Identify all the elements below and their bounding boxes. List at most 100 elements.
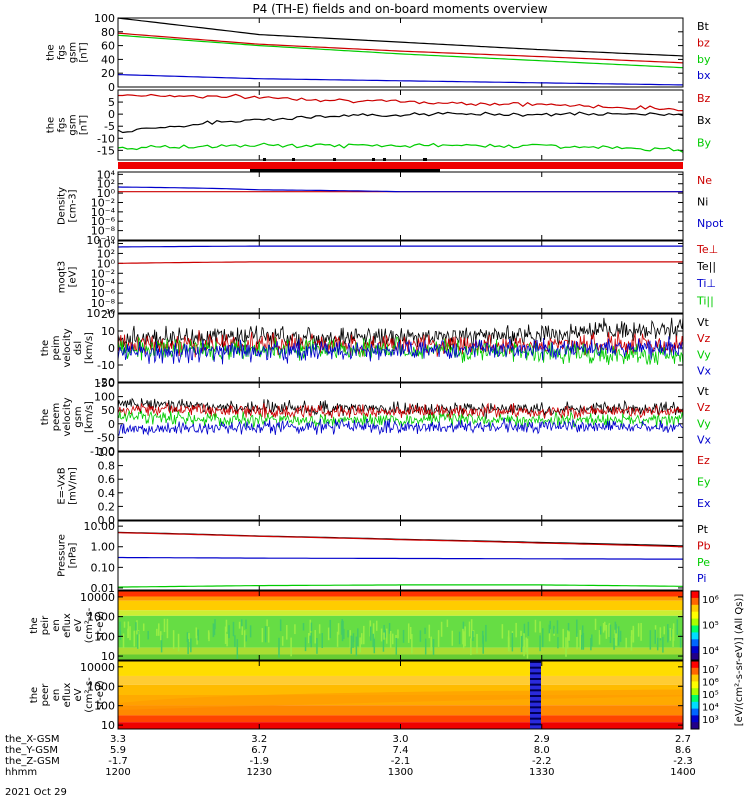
spectrogram-streak <box>137 630 139 649</box>
panel-frame <box>117 660 684 730</box>
spectrogram-streak <box>632 627 635 643</box>
legend-label: Ez <box>697 454 710 467</box>
y-tick-label: -10 <box>97 132 115 145</box>
y-tick-label: 10⁴ <box>97 237 116 250</box>
spectrogram-streak <box>212 623 215 638</box>
colorbar-swatch <box>691 701 699 710</box>
y-tick-label: 0.2 <box>98 500 116 513</box>
spectrogram-streak <box>386 628 388 644</box>
spectrogram-streak <box>127 628 129 639</box>
spectrogram-streak <box>158 623 160 636</box>
spectrogram-streak <box>619 630 622 642</box>
colorbar-swatch <box>691 632 699 640</box>
spectrogram-streak <box>424 627 426 634</box>
spectrogram-streak <box>549 620 551 630</box>
spectrogram-streak <box>226 633 228 647</box>
spectrogram-streak <box>224 626 227 644</box>
data-gap-stripe <box>530 717 541 720</box>
spectrogram-band <box>118 596 683 601</box>
y-axis-label-line: Pressure <box>57 534 68 577</box>
legend-label: by <box>697 53 711 66</box>
spectrogram-streak <box>485 624 487 642</box>
spectrogram-streak <box>142 623 145 631</box>
spectrogram-streak <box>188 633 190 642</box>
spectrogram-streak <box>520 635 523 653</box>
y-tick-label: 10000 <box>80 591 115 604</box>
spectrogram-streak <box>581 625 584 638</box>
series-Bz <box>118 93 684 112</box>
spectrogram-streak <box>349 630 352 648</box>
panel-frame <box>117 17 684 88</box>
spectrogram-streak <box>347 630 349 638</box>
y-axis-label-line: moqt3 <box>57 261 68 294</box>
spectrogram-streak <box>507 636 510 650</box>
legend-label: Vz <box>697 401 711 414</box>
spectrogram-streak <box>278 637 280 658</box>
data-gap-stripe <box>530 683 541 686</box>
y-axis-label: thepeirenefluxeV(cm²-s-sr-eV) <box>29 607 106 643</box>
legend-label: Pt <box>697 523 709 536</box>
spectrogram-streak <box>470 638 472 656</box>
x-tick-label: -2.1 <box>391 756 411 767</box>
y-tick-label: 1000 <box>87 611 115 624</box>
spectrogram-streak <box>341 621 343 635</box>
spectrogram-streak <box>605 624 608 639</box>
spectrogram-streak <box>138 634 140 650</box>
spectrogram-streak <box>156 628 158 636</box>
spectrogram-streak <box>310 632 312 648</box>
spectrogram-streak <box>476 633 478 654</box>
spectrogram-streak <box>662 636 664 653</box>
y-tick-label: 60 <box>101 40 115 53</box>
y-axis-label: thefgsgsm[nT] <box>46 42 90 63</box>
spectrogram-streak <box>604 621 606 631</box>
spectrogram-streak <box>163 618 166 633</box>
x-tick-label: 3.3 <box>110 734 126 745</box>
y-tick-label: -20 <box>97 376 115 389</box>
y-tick-label: 10⁻⁸ <box>91 297 116 310</box>
x-tick-label: 2.7 <box>675 734 691 745</box>
y-axis-label-line: the <box>40 340 51 356</box>
data-gap-stripe <box>530 666 541 669</box>
mode-bar-tick <box>263 158 266 161</box>
spectrogram-streak <box>343 628 345 640</box>
spectrogram-streak <box>337 623 340 635</box>
spectrogram-streak <box>281 636 284 646</box>
y-tick-label: 0.6 <box>98 473 116 486</box>
mode-bar-tick <box>423 158 427 161</box>
spectrogram-streak <box>341 632 344 642</box>
spectrogram-streak <box>458 631 461 645</box>
spectrogram-streak <box>380 628 383 642</box>
spectrogram-streak <box>225 619 228 632</box>
spectrogram-streak <box>562 628 564 649</box>
spectrogram-streak <box>663 626 666 635</box>
spectrogram-streak <box>160 635 163 653</box>
spectrogram-streak <box>539 621 541 633</box>
colorbar-swatch <box>691 625 699 633</box>
spectrogram-streak <box>307 633 310 644</box>
spectrogram-streak <box>534 619 537 633</box>
x-tick-label: 1300 <box>388 767 413 778</box>
y-tick-label: 150 <box>94 377 115 390</box>
spectrogram-streak <box>557 637 559 649</box>
colorbar-tick-label: 10⁵ <box>702 621 719 632</box>
y-axis-label: E=-VxB[mV/m] <box>57 467 79 505</box>
y-axis-label-line: fgs <box>57 117 68 132</box>
legend-label: Pb <box>697 539 711 552</box>
x-tick-label: 1230 <box>247 767 272 778</box>
spectrogram-streak <box>363 625 365 645</box>
colorbar-tick-label: 10⁴ <box>702 703 719 714</box>
colorbar-1: 10⁶ 10⁵ 10⁴ <box>690 590 719 661</box>
spectrogram-streak <box>599 626 602 635</box>
y-axis-label-line: velocity <box>62 397 73 436</box>
y-axis-label-line: peem <box>51 403 62 431</box>
spectrogram-streak <box>432 639 435 655</box>
spectrogram-streak <box>615 624 617 634</box>
colorbar-swatch <box>691 688 699 696</box>
spectrogram-streak <box>446 619 449 628</box>
spectrogram-streak <box>527 621 530 637</box>
y-axis-label-line: gsm <box>68 114 79 135</box>
y-tick-label: 10⁻² <box>91 267 115 280</box>
spectrogram-streak <box>236 639 239 660</box>
spectrogram-streak <box>267 626 270 643</box>
spectrogram-streak <box>472 631 474 641</box>
